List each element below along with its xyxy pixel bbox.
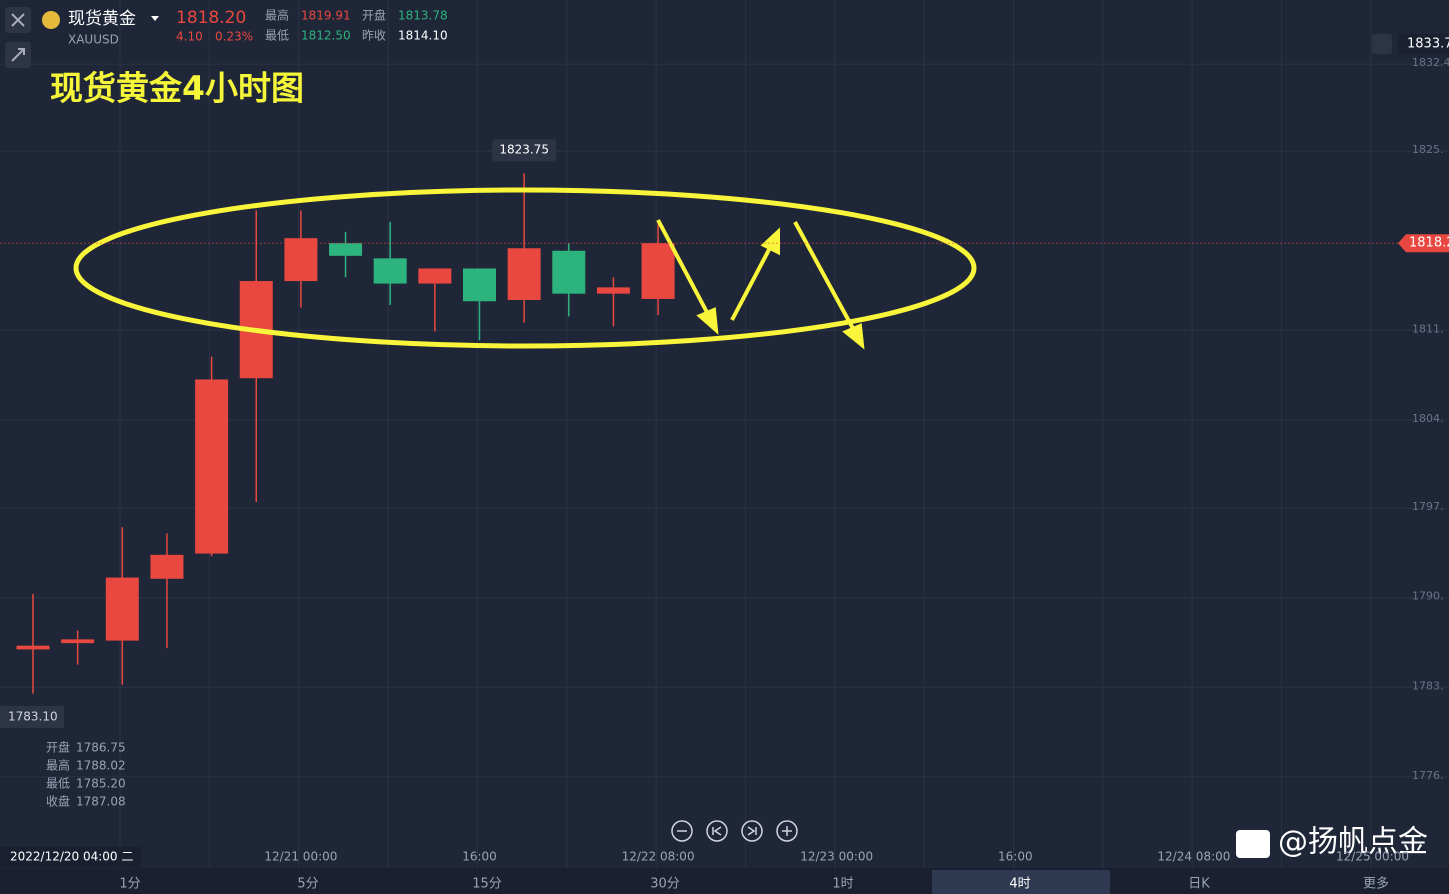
info-label: 最高 — [46, 758, 70, 773]
first-button[interactable] — [706, 820, 728, 842]
candle-body — [641, 243, 675, 299]
x-tick-label: 12/21 00:00 — [264, 850, 337, 864]
active-tab — [932, 870, 1110, 894]
crosshair-price-bg — [0, 706, 64, 728]
info-value: 1787.08 — [76, 795, 126, 809]
stat-value: 1819.91 — [301, 9, 351, 23]
stat-label: 昨收 — [362, 29, 386, 43]
zoom-out[interactable] — [671, 820, 693, 842]
toolbar-items: 1分 5分 15分 30分 1时 4时 日K 更多 — [119, 876, 1389, 892]
candle-body — [596, 287, 630, 294]
candle-body — [552, 250, 586, 294]
zoom-controls — [671, 820, 798, 842]
top-tag-bg — [1398, 34, 1449, 54]
toolbar-item[interactable]: 30分 — [650, 877, 680, 892]
arrow — [656, 219, 712, 319]
price-tag — [1398, 234, 1449, 253]
symbol: XAUUSD — [68, 33, 119, 47]
y-tick-label: 1804. — [1412, 412, 1444, 425]
toolbar — [0, 868, 1449, 894]
x-tick-label: 12/24 08:00 — [1157, 850, 1230, 864]
toolbar-item[interactable]: 4时 — [1009, 877, 1030, 892]
candle-body — [195, 379, 229, 554]
close-icon — [11, 13, 25, 27]
x-tick-label: 12/22 08:00 — [622, 850, 695, 864]
toolbar-item[interactable]: 1时 — [832, 877, 853, 892]
chart-title: 现货黄金4小时图 — [50, 69, 304, 108]
y-tick-label: 1790. — [1412, 590, 1444, 603]
change-pct: 0.23% — [215, 30, 253, 44]
toolbar-item[interactable]: 5分 — [297, 877, 318, 892]
info-label: 开盘 — [46, 740, 70, 755]
current-price-tag: 1818.2 — [1409, 236, 1449, 251]
x-tick-label: 12/25 00:00 — [1336, 850, 1409, 864]
stat-value: 1812.50 — [301, 29, 351, 43]
crosshair-time-bg — [0, 847, 142, 867]
candle-body — [507, 248, 541, 300]
info-value: 1788.02 — [76, 759, 126, 773]
y-tick-label: 1797. — [1412, 500, 1444, 513]
info-label: 收盘 — [46, 794, 70, 809]
toolbar-item[interactable]: 日K — [1188, 877, 1210, 892]
range-ellipse — [73, 187, 977, 349]
arrows — [656, 219, 865, 350]
zoom-in[interactable] — [776, 820, 798, 842]
stat-label: 最高 — [265, 8, 289, 23]
arrow — [793, 221, 858, 335]
candle-body — [463, 268, 496, 302]
instrument-name: 现货黄金 — [68, 9, 136, 29]
stat-value: 1813.78 — [398, 9, 448, 23]
x-tick-label: 16:00 — [998, 850, 1033, 864]
control-icons — [677, 826, 792, 836]
last-button[interactable] — [741, 820, 763, 842]
x-tick-label: 16:00 — [462, 850, 497, 864]
toolbar-item[interactable]: 15分 — [472, 877, 502, 892]
watermark: @扬帆点金 — [1278, 825, 1428, 860]
arrow-head — [696, 307, 719, 335]
toolbar-item[interactable]: 更多 — [1363, 876, 1389, 892]
arrow-head — [760, 227, 780, 256]
collapse-icon — [11, 48, 25, 62]
candle-body — [329, 243, 363, 256]
arrow-head — [842, 323, 865, 350]
candle-body — [61, 639, 95, 644]
candle-body — [16, 645, 50, 650]
crosshair-price: 1783.10 — [8, 710, 58, 724]
candle-body — [105, 577, 139, 641]
toolbar-item[interactable]: 1分 — [119, 877, 140, 892]
change: 4.10 — [176, 30, 203, 44]
info-value: 1785.20 — [76, 777, 126, 791]
arrow — [730, 243, 774, 321]
top-price-tag: 1833.7 — [1407, 37, 1449, 52]
dropdown[interactable] — [151, 16, 159, 21]
info-value: 1786.75 — [76, 741, 126, 755]
stat-label: 最低 — [265, 29, 289, 43]
candle-body — [284, 238, 318, 282]
candle-body — [373, 258, 407, 284]
stat-value: 1814.10 — [398, 29, 448, 43]
alert-button — [1372, 34, 1392, 54]
y-tick-label: 1825. — [1412, 143, 1444, 156]
y-tick-label: 1776. — [1412, 769, 1444, 782]
high-label: 1823.75 — [499, 143, 549, 157]
y-tick-label: 1783. — [1412, 679, 1444, 692]
logo — [1236, 830, 1270, 858]
info-label: 最低 — [46, 777, 70, 791]
gold-icon — [42, 11, 60, 29]
x-tick-label: 12/23 00:00 — [800, 850, 873, 864]
candle-body — [418, 268, 452, 284]
stat-label: 开盘 — [362, 8, 386, 23]
y-tick-label: 1832.4 — [1412, 56, 1449, 69]
price: 1818.20 — [176, 8, 246, 28]
crosshair-time: 2022/12/20 04:00 二 — [10, 850, 133, 864]
grid — [0, 0, 1449, 868]
high-label-bg — [492, 139, 557, 162]
y-tick-label: 1811. — [1412, 322, 1444, 335]
candle-body — [150, 554, 184, 579]
